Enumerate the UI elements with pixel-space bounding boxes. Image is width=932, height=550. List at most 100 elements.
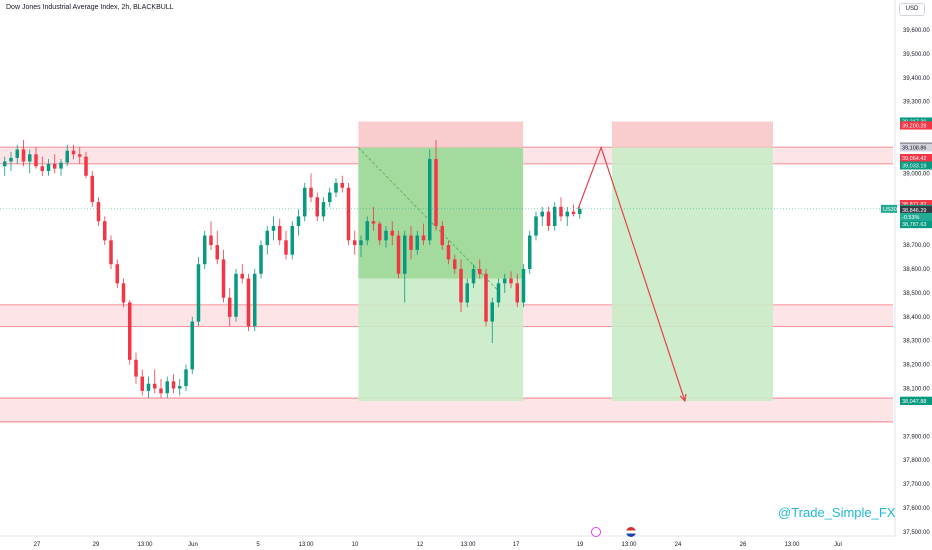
- candle-body: [178, 386, 182, 389]
- candle-body: [46, 163, 51, 172]
- positions-layer: [358, 121, 773, 401]
- candle-body: [353, 240, 357, 246]
- price-tick-label: 38,600.00: [903, 267, 930, 273]
- candle-body: [409, 235, 413, 250]
- candle-body: [190, 321, 194, 370]
- price-tick-label: 38,500.00: [903, 291, 930, 297]
- price-tick-label: 39,000.00: [903, 171, 930, 177]
- candle-body: [365, 221, 369, 241]
- price-tick-label: 39,500.00: [903, 52, 930, 58]
- candle-body: [453, 259, 457, 269]
- candle-body: [415, 235, 419, 250]
- candle-body: [346, 187, 351, 241]
- price-tick-label: 38,300.00: [903, 339, 930, 345]
- candle-body: [515, 283, 519, 303]
- candle-body: [434, 159, 438, 226]
- change-badge-label: -0.53%: [902, 215, 920, 221]
- candle-body: [359, 240, 363, 246]
- price-badge-label: 39,033.19: [902, 163, 926, 169]
- price-tick-label: 38,200.00: [903, 363, 930, 369]
- candle-body: [340, 182, 344, 188]
- trade-path-dashed: [358, 147, 499, 291]
- candle-body: [165, 381, 169, 394]
- candle-body: [384, 230, 388, 241]
- time-tick-label: 10: [352, 542, 359, 548]
- projection-arrowhead: [679, 393, 687, 403]
- candle-body: [315, 197, 319, 217]
- time-tick-label: 13:00: [621, 542, 637, 548]
- projection-line: [577, 145, 686, 402]
- candle-body: [196, 264, 201, 322]
- candle-body: [378, 223, 382, 241]
- candle-body: [403, 235, 407, 274]
- price-badge: [900, 220, 932, 229]
- candle-body: [553, 206, 557, 226]
- candle-body: [140, 376, 144, 391]
- candle-body: [496, 283, 501, 303]
- candle-body: [278, 225, 282, 241]
- price-tick-label: 39,400.00: [903, 76, 930, 82]
- time-tick-label: 26: [740, 542, 747, 548]
- currency-button[interactable]: USD: [899, 3, 925, 16]
- candle-body: [271, 225, 276, 231]
- candle-body: [203, 235, 207, 265]
- candle-body: [296, 216, 301, 226]
- candle-body: [115, 264, 119, 284]
- candles-layer: [0, 139, 893, 399]
- time-tick-label: 19: [577, 542, 584, 548]
- candle-body: [565, 211, 569, 217]
- price-badge-label: 39,108.86: [902, 145, 926, 151]
- candle-body: [259, 245, 263, 274]
- candle-body: [571, 211, 576, 215]
- chart-title: Dow Jones Industrial Average Index, 2h, …: [6, 4, 174, 11]
- candle-body: [234, 273, 238, 317]
- candle-body: [34, 154, 38, 167]
- candle-body: [15, 149, 19, 158]
- time-tick-label: 13:00: [298, 542, 314, 548]
- price-tick-label: 37,600.00: [903, 506, 930, 512]
- candle-body: [559, 206, 563, 217]
- symbol-tag: [881, 204, 897, 213]
- candle-body: [534, 216, 538, 236]
- candle-body: [103, 221, 107, 241]
- candle-body: [428, 159, 432, 241]
- change-badge: [900, 212, 932, 221]
- candle-body: [246, 278, 251, 327]
- candle-body: [3, 161, 7, 167]
- price-badge-label: 39,064.42: [902, 156, 926, 162]
- price-badge-label: 38,846.29: [902, 208, 926, 214]
- time-axis[interactable]: 27 29 13:00 Jun 5 13:00 10 12 13:00 17 19 13:00 24 26…: [0, 535, 895, 548]
- candle-body: [228, 297, 232, 317]
- price-axis[interactable]: 39,600.00 39,500.00 39,400.00 39,300.00 39,0…: [881, 0, 932, 536]
- price-badge: [900, 121, 932, 130]
- time-tick-label: 5: [256, 542, 260, 548]
- candle-body: [371, 221, 376, 224]
- candle-body: [96, 202, 101, 222]
- us-flag-icon[interactable]: [626, 527, 636, 537]
- candle-body: [265, 230, 269, 246]
- price-tick-label: 37,900.00: [903, 434, 930, 440]
- lightning-icon[interactable]: [591, 527, 601, 537]
- profit-zone-planned-short: [612, 147, 773, 401]
- time-tick-label: 27: [34, 542, 41, 548]
- time-tick-label: 29: [93, 542, 100, 548]
- time-tick-label: 12: [417, 542, 424, 548]
- price-badge: [900, 396, 932, 405]
- candle-body: [153, 383, 157, 389]
- candle-body: [390, 230, 394, 236]
- price-badge: [900, 206, 932, 215]
- price-tick-label: 39,300.00: [903, 100, 930, 106]
- candle-body: [21, 149, 26, 162]
- price-tick-label: 37,800.00: [903, 458, 930, 464]
- candle-body: [446, 245, 451, 260]
- stop-zone-past-short: [358, 121, 524, 148]
- watermark: @Trade_Simple_FX: [778, 505, 896, 520]
- time-tick-label: 13:00: [784, 542, 800, 548]
- candle-body: [328, 192, 332, 203]
- candle-body: [40, 166, 44, 172]
- time-tick-label: 24: [675, 542, 682, 548]
- candle-body: [528, 235, 532, 269]
- candle-body: [465, 283, 469, 303]
- candle-body: [540, 211, 544, 217]
